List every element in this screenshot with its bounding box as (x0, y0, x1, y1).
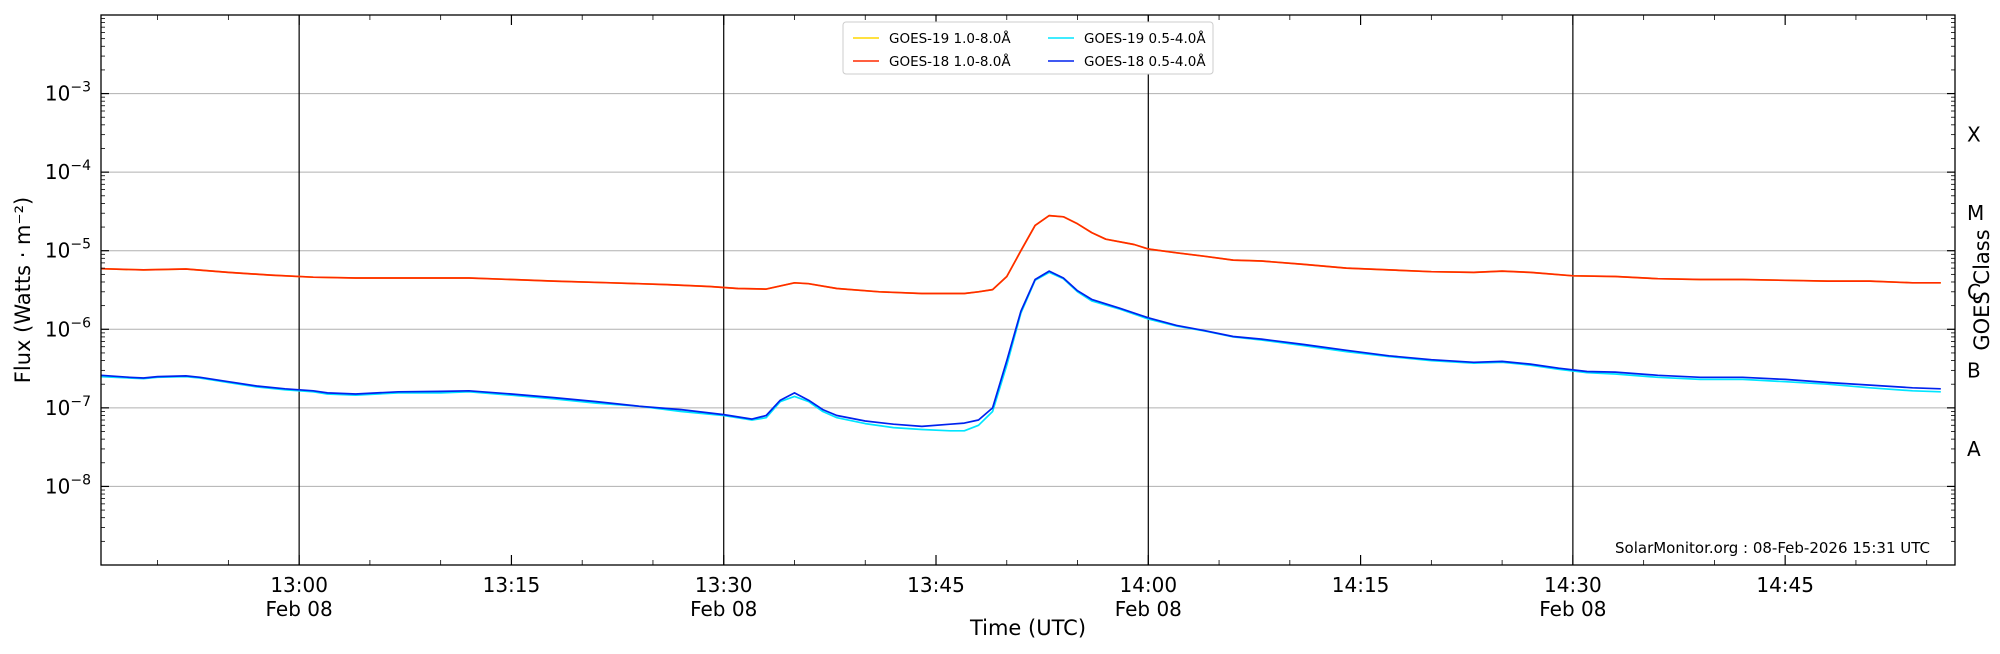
x-tick-label: 13:00 (270, 573, 328, 597)
y-tick-label: 10−3 (45, 80, 91, 106)
legend-box (842, 21, 1214, 75)
series-layer (100, 214, 1941, 432)
x-tick-label: 13:45 (907, 573, 965, 597)
grid-layer (101, 93, 1955, 487)
legend-label: GOES-18 1.0-8.0Å (889, 53, 1011, 70)
series-line-goes-18-0-5-4-0- (100, 270, 1941, 428)
goes-class-a: A (1967, 437, 1981, 461)
legend-label: GOES-18 0.5-4.0Å (1084, 53, 1206, 70)
x-tick-label: 14:00 (1119, 573, 1177, 597)
y-tick-label: 10−7 (45, 394, 91, 420)
x-tick-date: Feb 08 (690, 597, 757, 621)
source-annotation: SolarMonitor.org : 08-Feb-2026 15:31 UTC (1615, 539, 1930, 557)
x-tick-label: 13:30 (695, 573, 753, 597)
y-tick-label: 10−4 (45, 158, 91, 184)
y-tick-label: 10−6 (45, 315, 91, 341)
y-axis-label: Flux (Watts · m⁻²) (11, 197, 35, 383)
goes-class-m: M (1967, 201, 1984, 225)
series-line-goes-19-0-5-4-0- (100, 271, 1941, 432)
goes-class-axis: A B C M X (1967, 123, 1984, 461)
goes-class-c: C (1967, 280, 1981, 304)
y-tick-label: 10−8 (45, 472, 91, 498)
x-tick-label: 14:30 (1544, 573, 1602, 597)
goes-class-label: GOES Class (1970, 229, 1994, 350)
plot-frame (100, 14, 1956, 566)
day-boundary-lines (298, 15, 1574, 565)
legend-label: GOES-19 1.0-8.0Å (889, 30, 1011, 47)
y-axis: 10−8 10−7 10−6 10−5 10−4 10−3 (45, 18, 1955, 542)
y-tick-label: 10−5 (45, 237, 91, 263)
x-tick-label: 14:15 (1332, 573, 1390, 597)
x-axis-label: Time (UTC) (969, 616, 1086, 640)
x-tick-date: Feb 08 (1115, 597, 1182, 621)
series-line-goes-18-1-0-8-0- (100, 214, 1941, 295)
legend: GOES-19 1.0-8.0Å GOES-19 0.5-4.0Å GOES-18 … (842, 21, 1214, 75)
goes-class-b: B (1967, 358, 1981, 382)
goes-class-x: X (1967, 123, 1981, 147)
x-tick-label: 13:15 (483, 573, 541, 597)
legend-label: GOES-19 0.5-4.0Å (1084, 30, 1206, 47)
x-tick-label: 14:45 (1756, 573, 1814, 597)
x-tick-date: Feb 08 (266, 597, 333, 621)
x-tick-date: Feb 08 (1539, 597, 1606, 621)
